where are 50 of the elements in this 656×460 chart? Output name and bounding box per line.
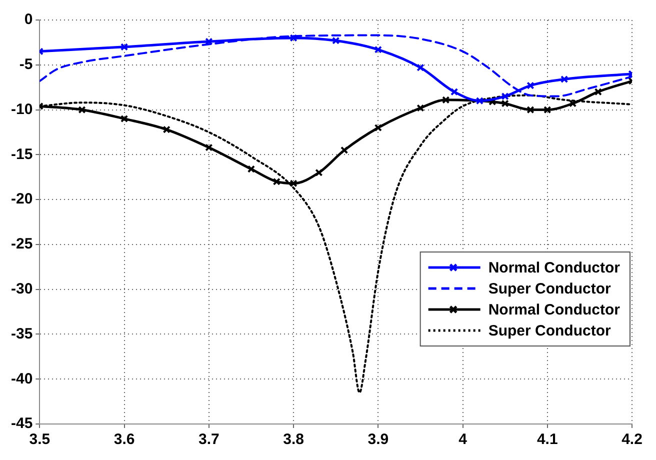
legend-label: Super Conductor (488, 322, 611, 340)
y-tick-label: -20 (10, 190, 33, 208)
point (120, 114, 128, 123)
x-tick-label: 4.1 (536, 431, 558, 448)
point (501, 92, 509, 100)
point (290, 180, 298, 188)
point (290, 34, 298, 42)
y-tick-label: 0 (24, 11, 33, 28)
point (560, 75, 568, 84)
x-tick-label: 4 (458, 431, 468, 448)
point (568, 100, 577, 108)
point (374, 124, 382, 132)
x-tick-label: 3.7 (198, 431, 220, 448)
x-tick-label: 3.8 (283, 431, 304, 448)
y-tick-label: -10 (10, 100, 33, 118)
point (272, 178, 280, 186)
point (332, 36, 340, 44)
y-tick-label: -5 (19, 56, 33, 74)
point (340, 146, 348, 154)
point (416, 104, 424, 112)
point (374, 46, 382, 54)
point (450, 88, 458, 96)
y-tick-label: -25 (10, 236, 33, 253)
point (162, 126, 170, 134)
point (416, 64, 424, 72)
y-tick-label: -40 (10, 370, 33, 388)
x-tick-label: 4.2 (622, 431, 642, 448)
legend-label: Super Conductor (488, 280, 611, 298)
x-tick-label: 3.6 (114, 431, 135, 448)
point (544, 106, 552, 114)
legend-label: Normal Conductor (488, 260, 620, 277)
point (501, 100, 509, 108)
y-tick-label: -35 (10, 325, 33, 342)
point (205, 144, 213, 152)
y-tick-label: -30 (10, 280, 33, 298)
legend-label: Normal Conductor (488, 302, 620, 319)
y-tick-label: -15 (10, 146, 33, 163)
point (205, 38, 213, 46)
point (526, 106, 534, 114)
y-tick-label: -45 (10, 415, 33, 432)
point (442, 96, 450, 104)
point (78, 106, 86, 114)
x-tick-label: 3.5 (29, 431, 50, 448)
point (526, 82, 534, 90)
point (594, 88, 602, 96)
point (315, 168, 323, 176)
point (476, 96, 484, 105)
x-tick-label: 3.9 (368, 431, 389, 448)
point (120, 43, 128, 51)
point (247, 165, 256, 173)
